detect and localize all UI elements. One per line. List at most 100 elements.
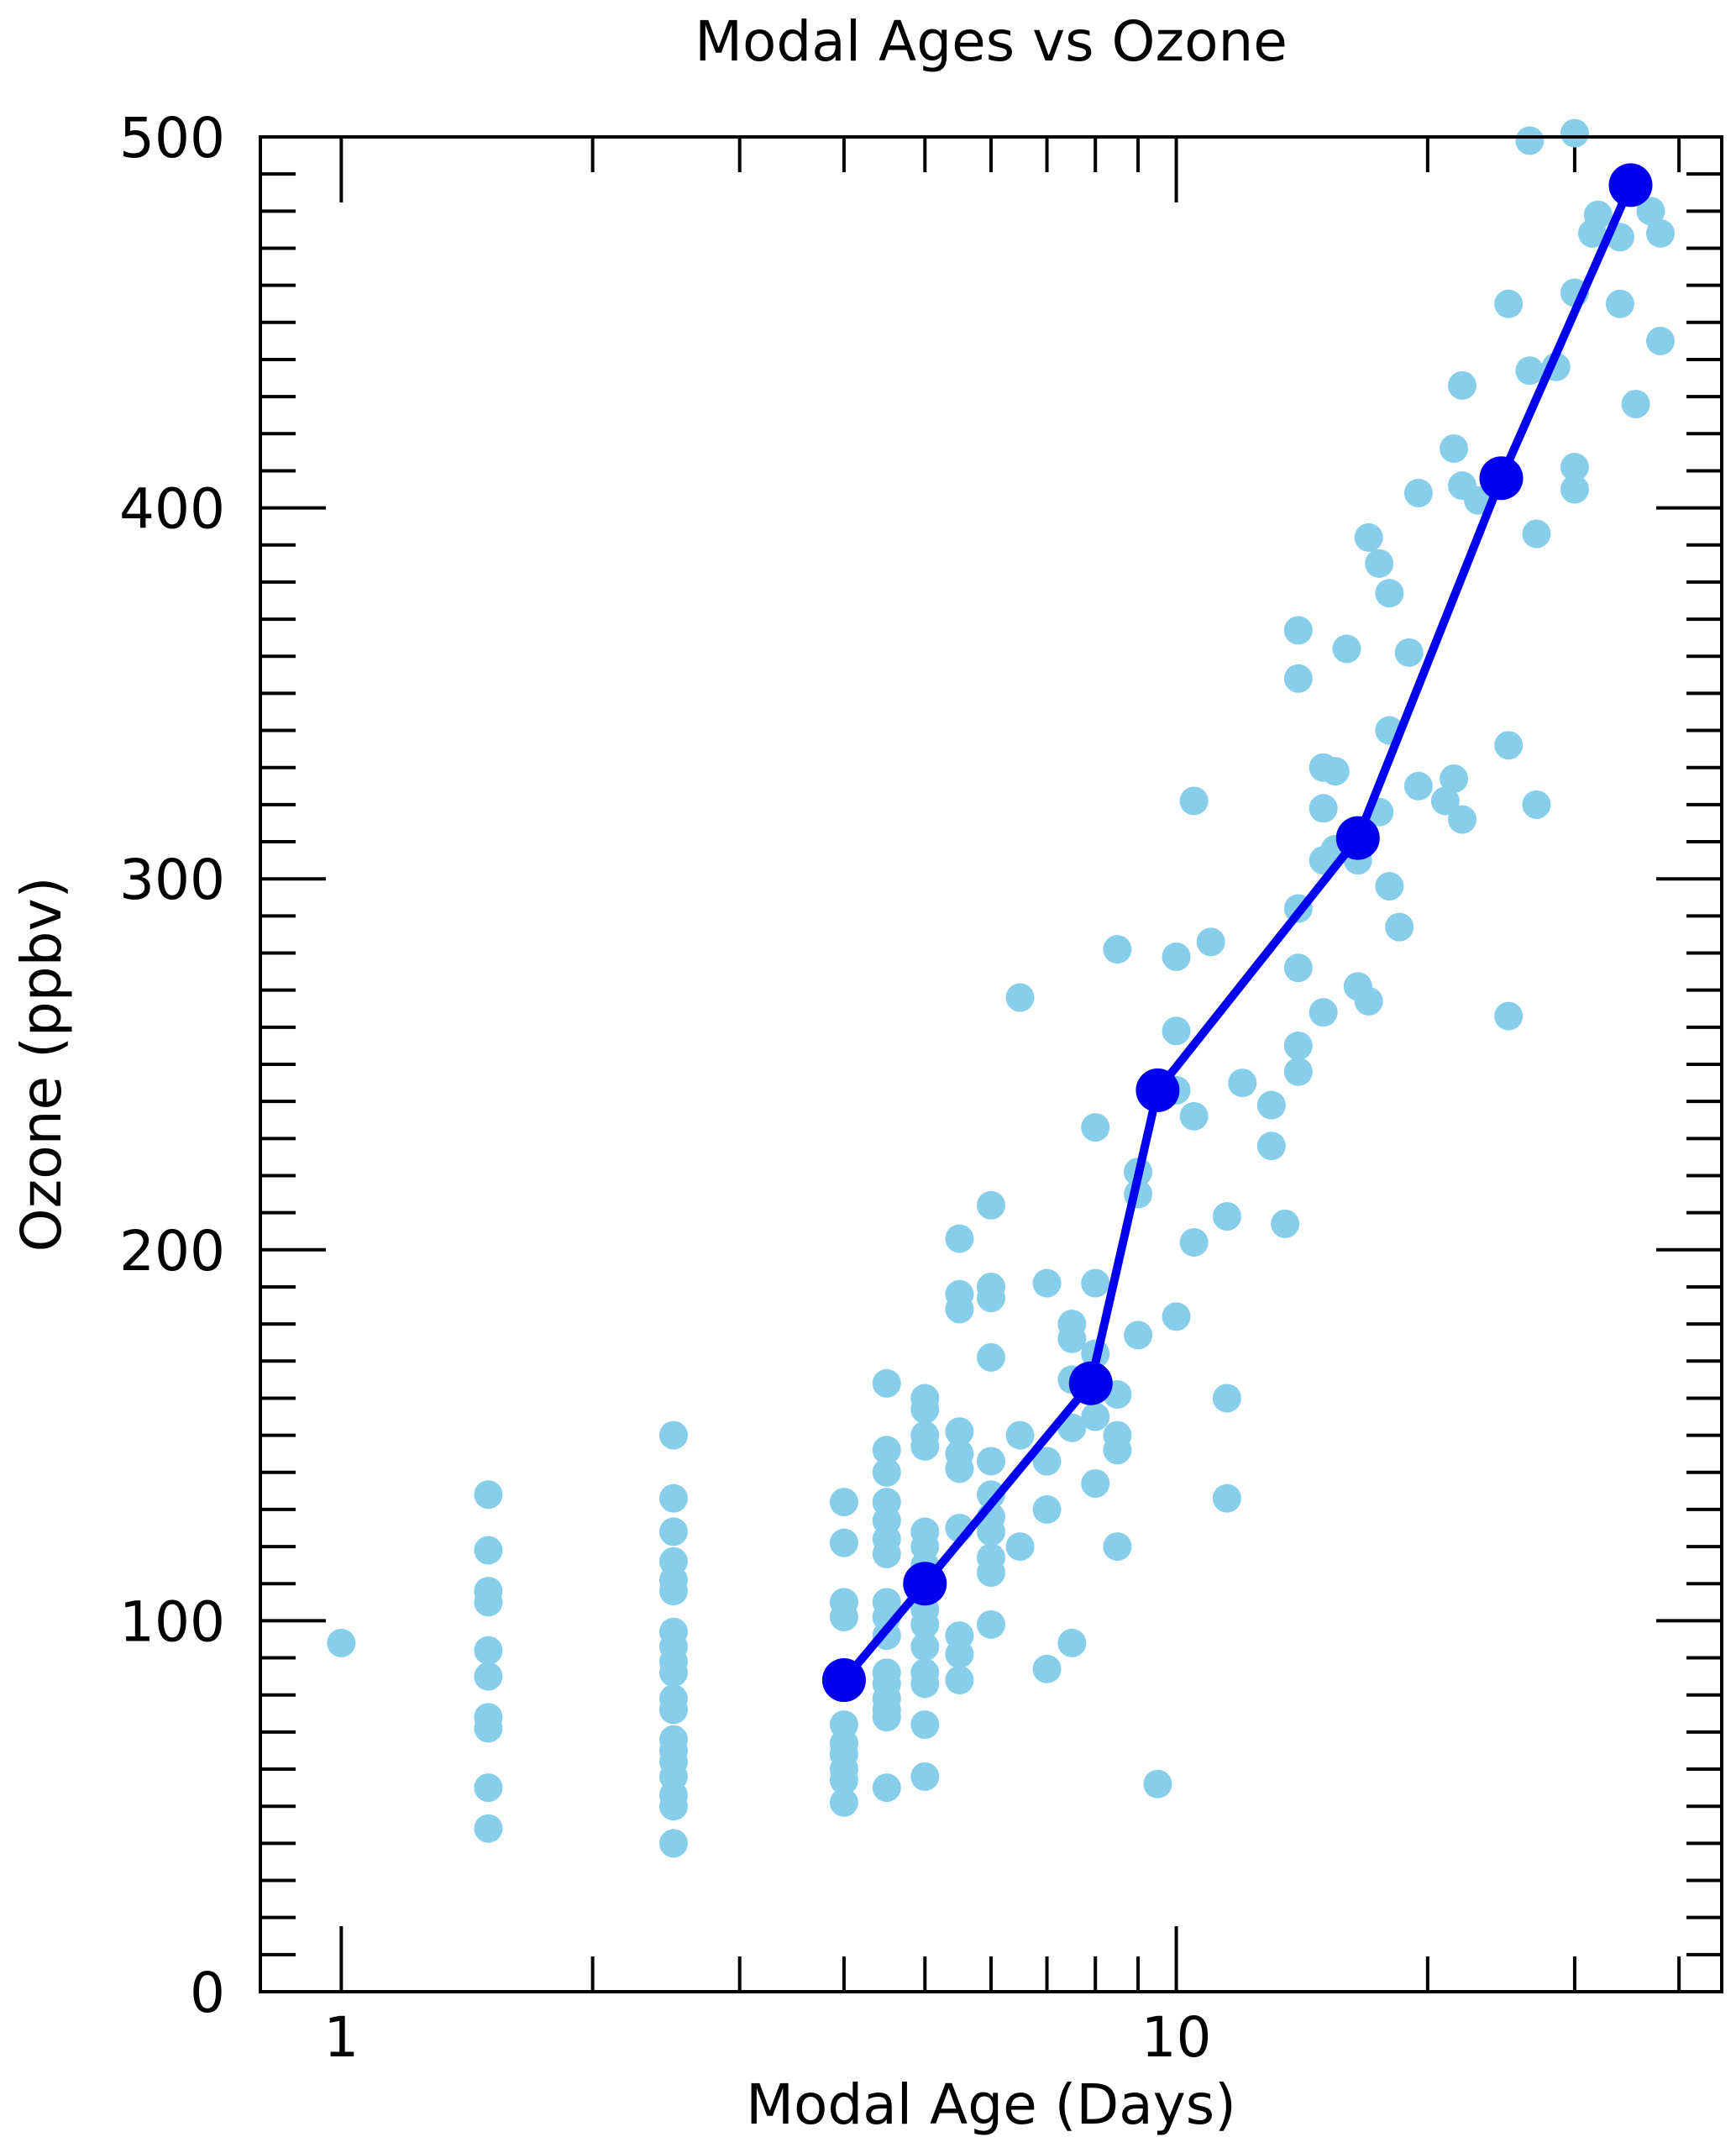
scatter-point	[1081, 1402, 1110, 1431]
scatter-point	[945, 1454, 974, 1483]
trend-point	[1608, 163, 1653, 207]
x-tick-label: 10	[1141, 2005, 1212, 2070]
scatter-point	[474, 1636, 503, 1665]
scatter-point	[1515, 356, 1545, 386]
scatter-point	[1494, 289, 1524, 318]
scatter-point	[474, 1536, 503, 1565]
scatter-point	[474, 1714, 503, 1743]
scatter-point	[474, 1480, 503, 1510]
scatter-point	[910, 1609, 940, 1639]
scatter-point	[1179, 1101, 1209, 1131]
scatter-point	[872, 1457, 901, 1487]
scatter-point	[1032, 1654, 1062, 1683]
scatter-point	[658, 1829, 688, 1858]
y-tick-label: 500	[119, 106, 225, 171]
scatter-point	[1560, 453, 1589, 482]
scatter-point	[1560, 118, 1589, 148]
scatter-point	[1005, 1420, 1035, 1450]
scatter-point	[474, 1773, 503, 1803]
scatter-point	[1228, 1069, 1257, 1098]
scatter-point	[977, 1342, 1005, 1372]
trend-point	[1135, 1068, 1180, 1112]
scatter-point	[658, 1420, 688, 1450]
chart-title: Modal Ages vs Ozone	[695, 9, 1288, 74]
scatter-point	[1283, 1057, 1313, 1086]
scatter-point	[474, 1814, 503, 1843]
scatter-point	[910, 1632, 940, 1662]
scatter-point	[1283, 664, 1313, 693]
scatter-point	[829, 1766, 858, 1795]
scatter-point	[945, 1666, 974, 1695]
scatter-point	[945, 1640, 974, 1669]
scatter-point	[327, 1628, 356, 1657]
scatter-point	[1256, 1090, 1286, 1120]
scatter-point	[1032, 1494, 1062, 1524]
scatter-point	[872, 1539, 901, 1568]
scatter-point	[1320, 757, 1350, 786]
scatter-point	[872, 1703, 901, 1732]
scatter-point	[658, 1792, 688, 1821]
x-axis-label: Modal Age (Days)	[746, 2072, 1236, 2137]
scatter-point	[1081, 1268, 1110, 1298]
scatter-point	[658, 1577, 688, 1606]
scatter-point	[1032, 1447, 1062, 1476]
scatter-point	[1375, 579, 1404, 608]
scatter-point	[1103, 1436, 1132, 1465]
scatter-point	[1179, 786, 1209, 816]
scatter-point	[829, 1528, 858, 1557]
scatter-point	[1430, 786, 1460, 816]
y-tick-label: 0	[190, 1961, 225, 2025]
scatter-point	[658, 1517, 688, 1546]
scatter-point	[1354, 522, 1383, 552]
scatter-point	[910, 1394, 940, 1424]
scatter-point	[1057, 1324, 1087, 1353]
scatter-point	[910, 1431, 940, 1461]
scatter-point	[658, 1658, 688, 1688]
scatter-point	[977, 1284, 1005, 1313]
scatter-point	[977, 1517, 1005, 1546]
scatter-point	[1494, 1001, 1524, 1031]
trend-point	[1068, 1361, 1113, 1405]
scatter-point	[1103, 935, 1132, 964]
scatter-point	[1403, 478, 1433, 507]
scatter-point	[1032, 1268, 1062, 1298]
scatter-point	[1143, 1769, 1172, 1799]
trend-point	[1479, 456, 1524, 501]
scatter-point	[1394, 638, 1424, 667]
scatter-point	[1385, 912, 1414, 942]
scatter-point	[1124, 1321, 1153, 1350]
scatter-point	[474, 1588, 503, 1617]
scatter-point	[1440, 764, 1469, 793]
scatter-point	[829, 1488, 858, 1517]
scatter-point	[1283, 953, 1313, 983]
scatter-point	[1212, 1483, 1241, 1513]
scatter-point	[474, 1662, 503, 1691]
scatter-point	[1515, 126, 1545, 155]
ticks-layer	[260, 135, 1722, 1993]
scatter-point	[829, 1788, 858, 1817]
scatter-point	[977, 1609, 1005, 1639]
scatter-point	[1081, 1113, 1110, 1142]
scatter-point	[1605, 289, 1634, 318]
scatter-point	[1162, 942, 1191, 971]
scatter-point	[1375, 872, 1404, 901]
scatter-point	[1621, 389, 1650, 418]
scatter-point	[1583, 200, 1613, 229]
scatter-point	[658, 1483, 688, 1513]
scatter-point	[1283, 1031, 1313, 1060]
trend-point	[903, 1562, 947, 1606]
scatter-point	[872, 1368, 901, 1398]
y-tick-label: 300	[119, 848, 225, 912]
scatter-point	[1162, 1302, 1191, 1331]
scatter-point	[910, 1762, 940, 1791]
scatter-point	[1103, 1532, 1132, 1562]
scatter-point	[977, 1557, 1005, 1587]
scatter-layer	[327, 118, 1675, 1858]
scatter-point	[1636, 197, 1665, 226]
scatter-point	[1081, 1469, 1110, 1499]
scatter-point	[945, 1417, 974, 1447]
scatter-point	[945, 1294, 974, 1324]
scatter-point	[1440, 433, 1469, 463]
scatter-point	[1057, 1628, 1087, 1657]
